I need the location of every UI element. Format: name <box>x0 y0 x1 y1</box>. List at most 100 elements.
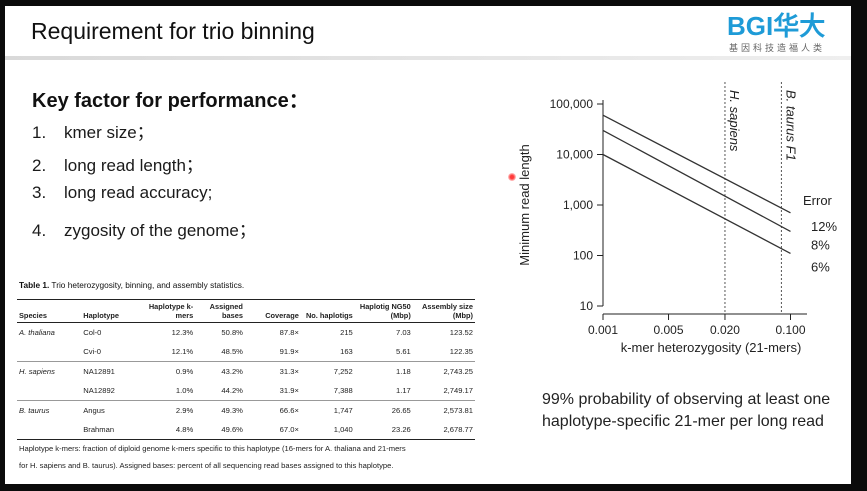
cell-haplotigs: 7,252 <box>300 361 355 381</box>
cell-kmers: 0.9% <box>145 361 196 381</box>
slide-title: Requirement for trio binning <box>31 18 315 44</box>
cell-haplotigs: 163 <box>340 347 353 356</box>
cell-haplotigs: 1,747 <box>300 400 355 420</box>
cell-haplotigs: 215 <box>340 328 353 337</box>
cell-haplotype: Col-0 <box>83 328 102 337</box>
laser-pointer-dot <box>508 173 516 181</box>
cell-size: 2,749.17 <box>443 386 473 395</box>
factor-text: zygosity of the genome； <box>64 220 256 240</box>
reference-line-label: H. sapiens <box>727 90 742 152</box>
cell-ng50: 23.26 <box>354 420 413 440</box>
table-footnote-line: Haplotype k-mers: fraction of diploid ge… <box>19 444 406 453</box>
factor-text: long read length； <box>64 155 203 175</box>
cell-species: H. sapiens <box>17 361 82 381</box>
x-tick-label: 0.005 <box>654 323 684 337</box>
table-row: Brahman 4.8% 49.6% 67.0× 1,040 23.26 2,6… <box>17 420 475 440</box>
column-header: Haplotype k-mers <box>145 299 196 323</box>
cell-assigned: 43.2% <box>195 361 245 381</box>
legend-title: Error <box>803 193 833 208</box>
slide-header: Requirement for trio binning BGI华大 基因科技造… <box>5 6 851 56</box>
column-header: Assembly size (Mbp) <box>412 299 475 323</box>
cell-haplotype: NA12892 <box>83 386 115 395</box>
cell-species <box>17 420 82 440</box>
cell-kmers: 12.1% <box>171 347 194 356</box>
factor-item: 2. long read length； <box>32 151 256 184</box>
y-tick-label: 100,000 <box>550 97 594 111</box>
series-line <box>602 153 791 254</box>
factor-text: long read accuracy; <box>64 183 213 202</box>
cell-ng50: 5.61 <box>396 347 411 356</box>
cell-size: 122.35 <box>449 347 473 356</box>
stats-table: Species Haplotype Haplotype k-mers Assig… <box>17 299 475 440</box>
cell-ng50: 1.17 <box>396 386 411 395</box>
x-tick-label: 0.020 <box>710 323 740 337</box>
y-tick-label: 10 <box>580 299 594 313</box>
series-line <box>602 129 791 232</box>
cell-species: A. thaliana <box>19 328 55 337</box>
cell-haplotigs: 7,388 <box>333 386 353 395</box>
factor-number: 2. <box>32 155 47 175</box>
series-label: 12% <box>811 219 837 234</box>
factor-number: 3. <box>32 183 47 202</box>
series-line <box>602 114 791 214</box>
cell-ng50: 7.03 <box>396 328 411 337</box>
table-row: Cvi-0 12.1% 48.5% 91.9× 163 5.61 122.35 <box>17 342 475 362</box>
cell-kmers: 4.8% <box>145 420 196 440</box>
cell-species <box>17 342 81 362</box>
table-footnote: Haplotype k-mers: fraction of diploid ge… <box>19 440 489 474</box>
column-header: Species <box>17 299 82 323</box>
series-label: 6% <box>811 259 830 274</box>
cell-kmers: 1.0% <box>175 386 194 395</box>
cell-haplotype: Angus <box>81 400 146 420</box>
slide: Requirement for trio binning BGI华大 基因科技造… <box>5 6 851 484</box>
cell-haplotype: NA12891 <box>81 361 146 381</box>
table-row: H. sapiens NA12891 0.9% 43.2% 31.3× 7,25… <box>17 361 475 381</box>
cell-coverage: 91.9× <box>279 347 299 356</box>
cell-species: B. taurus <box>17 400 82 420</box>
cell-size: 123.52 <box>449 328 473 337</box>
key-factor-heading: Key factor for performance： <box>32 90 309 112</box>
cell-haplotigs: 1,040 <box>300 420 355 440</box>
factor-item: 4. zygosity of the genome； <box>32 216 256 249</box>
cell-size: 2,743.25 <box>412 361 475 381</box>
table-caption-label: Table 1. <box>19 280 50 290</box>
cell-species <box>17 381 81 401</box>
column-header: Haplotig NG50 (Mbp) <box>354 299 413 323</box>
x-tick-label: 0.100 <box>775 323 805 337</box>
cell-coverage: 67.0× <box>244 420 301 440</box>
factor-number: 1. <box>32 123 47 142</box>
probability-note: 99% probability of observing at least on… <box>542 391 831 430</box>
table-row: A. thaliana Col-0 12.3% 50.8% 87.8× 215 … <box>17 323 475 343</box>
cell-assigned: 49.3% <box>195 400 245 420</box>
series-label: 8% <box>811 237 830 252</box>
column-header: Assigned bases <box>195 299 245 323</box>
y-tick-label: 100 <box>573 249 593 263</box>
read-length-chart: 10 100 1,000 10,000 100,000 0.001 0.005 0.020 0.… <box>517 82 837 355</box>
column-header: No. haplotigs <box>300 299 355 323</box>
factor-item: 1. kmer size； <box>32 118 256 151</box>
cell-assigned: 49.6% <box>195 420 245 440</box>
table-footnote-line: for H. sapiens and B. taurus). Assigned … <box>19 461 394 470</box>
cell-coverage: 87.8× <box>279 328 299 337</box>
x-tick-label: 0.001 <box>588 323 618 337</box>
x-axis-label: k-mer heterozygosity (21-mers) <box>621 340 802 355</box>
cell-assigned: 48.5% <box>221 347 243 356</box>
cell-haplotype: Brahman <box>81 420 146 440</box>
cell-ng50: 1.18 <box>354 361 413 381</box>
cell-coverage: 66.6× <box>244 400 301 420</box>
reference-line-label: B. taurus F1 <box>783 90 798 161</box>
table-caption: Table 1. Trio heterozygosity, binning, a… <box>19 280 489 290</box>
cell-haplotype: Cvi-0 <box>83 347 101 356</box>
table-caption-text: Trio heterozygosity, binning, and assemb… <box>49 280 245 290</box>
cell-assigned: 44.2% <box>221 386 243 395</box>
header-divider <box>5 56 851 60</box>
column-header: Haplotype <box>81 299 146 323</box>
factor-item: 3. long read accuracy; <box>32 183 256 216</box>
table-row: NA12892 1.0% 44.2% 31.9× 7,388 1.17 2,74… <box>17 381 475 401</box>
factor-list: 1. kmer size； 2. long read length； 3. long … <box>32 118 256 248</box>
y-tick-label: 1,000 <box>563 198 593 212</box>
y-axis-label: Minimum read length <box>517 144 532 265</box>
factor-text: kmer size； <box>64 123 154 142</box>
bgi-logo: BGI华大 基因科技造福人类 <box>727 11 845 55</box>
column-header: Coverage <box>244 299 301 323</box>
